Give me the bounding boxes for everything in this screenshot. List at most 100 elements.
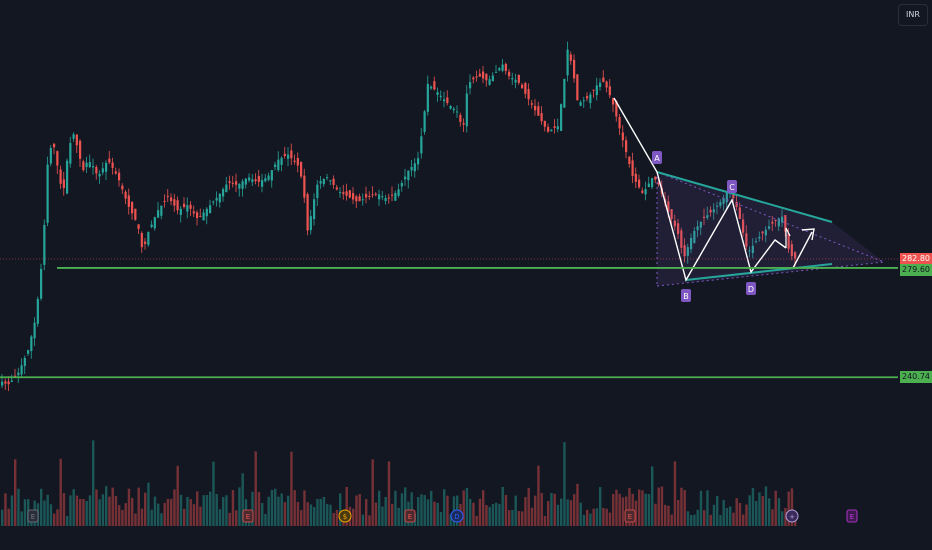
candle-body — [381, 196, 384, 198]
currency-button[interactable]: INR — [898, 4, 928, 26]
volume-bar — [560, 498, 563, 526]
event-marker-label: + — [789, 513, 795, 521]
candle-body — [374, 193, 377, 195]
projection-arrow-shaft — [792, 231, 813, 269]
volume-bar — [719, 515, 722, 526]
volume-bar — [761, 496, 764, 526]
volume-bar — [114, 496, 118, 526]
volume-bar — [420, 494, 423, 526]
candle-body — [361, 199, 364, 201]
volume-bar — [283, 502, 287, 526]
candle-body — [53, 143, 56, 148]
volume-bar — [140, 508, 144, 526]
event-markers[interactable]: E E $ E D E + E — [27, 509, 858, 523]
candle-body — [202, 212, 205, 221]
candle-body — [118, 172, 121, 181]
candle-body — [794, 252, 797, 259]
volume-bar — [472, 502, 475, 526]
candle-body — [23, 357, 26, 367]
volume-bar — [306, 502, 309, 526]
volume-bar — [329, 504, 332, 526]
candle-body — [758, 237, 761, 239]
volume-bar — [20, 511, 23, 526]
candle-body — [475, 76, 478, 78]
candle-body — [605, 81, 608, 88]
volume-bar — [569, 500, 573, 526]
volume-bar — [238, 487, 241, 526]
candle-body — [293, 160, 296, 162]
candle-body — [634, 173, 637, 182]
volume-bar — [670, 514, 673, 526]
volume-bar — [712, 504, 716, 526]
volume-bar — [602, 507, 605, 526]
volume-bar — [787, 491, 790, 526]
pattern-point-label: B — [683, 292, 689, 301]
volume-bar — [241, 473, 244, 526]
candle-body — [196, 212, 199, 218]
candle-body — [586, 96, 589, 99]
volume-bar — [296, 501, 300, 526]
event-marker-bg — [450, 509, 464, 523]
volume-bar — [192, 504, 196, 526]
candle-body — [511, 78, 514, 80]
candle-body — [625, 140, 628, 153]
candle-body — [79, 140, 82, 159]
volume-bar — [647, 494, 651, 526]
volume-bar — [660, 486, 664, 526]
volume-bar — [17, 488, 20, 526]
volume-bar — [417, 497, 420, 526]
volume-bar — [482, 490, 485, 526]
volume-bar — [430, 490, 433, 526]
candle-body — [290, 150, 293, 159]
volume-bar — [729, 506, 732, 526]
wave-peak — [785, 227, 791, 248]
candle-body — [49, 148, 52, 164]
volume-bar — [163, 502, 166, 526]
candle-body — [179, 208, 182, 215]
candle-body — [127, 195, 130, 207]
volume-bar — [501, 486, 504, 526]
candle-body — [339, 192, 342, 194]
volume-bar — [88, 495, 92, 526]
candle-body — [764, 229, 767, 236]
volume-bar — [735, 498, 738, 526]
volume-bar — [443, 489, 446, 526]
candle-body — [153, 217, 156, 229]
volume-bar — [196, 491, 199, 526]
volume-bar — [508, 510, 511, 526]
volume-bar — [85, 501, 88, 526]
candle-body — [274, 164, 277, 168]
volume-bar — [745, 504, 748, 526]
candle-body — [641, 190, 644, 193]
volume-bar — [166, 498, 170, 526]
volume-bar — [550, 492, 553, 526]
candle-body — [251, 179, 254, 183]
volume-bar — [264, 514, 267, 526]
candle-body — [326, 177, 329, 179]
volume-bar — [521, 511, 524, 526]
volume-bar — [335, 509, 339, 526]
triangle-lower-dotted — [656, 261, 885, 287]
volume-bar — [121, 509, 124, 526]
candle-body — [46, 164, 49, 223]
candle-body — [498, 68, 501, 71]
volume-bar — [485, 505, 488, 526]
candle-body — [582, 100, 585, 102]
candle-body — [56, 151, 59, 166]
volume-bar — [608, 512, 612, 526]
candle-body — [462, 122, 465, 125]
candle-body — [751, 245, 754, 254]
triangle-fill — [657, 172, 884, 286]
volume-bar — [755, 501, 758, 526]
candle-body — [488, 79, 491, 85]
candle-body — [452, 108, 455, 111]
candle-body — [225, 184, 228, 193]
candle-body — [300, 161, 303, 177]
volume-bar — [599, 487, 602, 526]
volume-bar — [771, 509, 774, 526]
candle-body — [790, 244, 793, 257]
volume-bar — [46, 494, 49, 526]
volume-bar — [313, 507, 316, 526]
volume-bar — [732, 512, 735, 526]
